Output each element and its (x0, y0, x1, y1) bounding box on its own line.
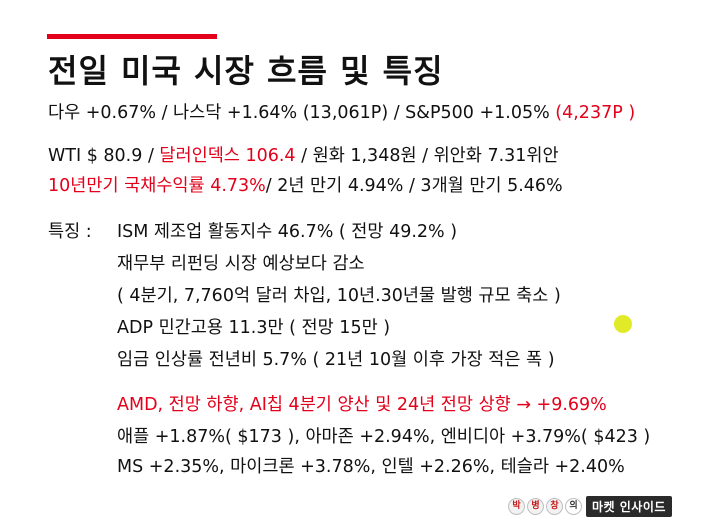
logo-author-char: 창 (546, 498, 563, 515)
yields-line: 10년만기 국채수익률 4.73%/ 2년 만기 4.94% / 3개월 만기 … (48, 172, 563, 197)
feature-item: ADP 민간고용 11.3만 ( 전망 15만 ) (117, 318, 391, 338)
logo-program-title: 마켓 인사이드 (586, 496, 672, 517)
feature-item: ( 4분기, 7,760억 달러 차입, 10년.30년물 발행 규모 축소 ) (117, 286, 561, 306)
logo-author-char: 의 (565, 498, 582, 515)
indices-line: 다우 +0.67% / 나스닥 +1.64% (13,061P) / S&P50… (48, 99, 635, 124)
laser-pointer-dot (614, 315, 632, 333)
features-label: 특징 : (48, 222, 92, 242)
title-accent-bar (47, 34, 217, 39)
other-yields: / 2년 만기 4.94% / 3개월 만기 5.46% (265, 176, 563, 196)
logo-author: 박 병 창 의 (508, 498, 582, 515)
fx-line: WTI $ 80.9 / 달러인덱스 106.4 / 원화 1,348원 / 위… (48, 142, 559, 167)
stock-moves-line: MS +2.35%, 마이크론 +3.78%, 인텔 +2.26%, 테슬라 +… (117, 457, 625, 477)
treasury-10y-yield: 10년만기 국채수익률 4.73% (48, 176, 266, 196)
logo-author-char: 박 (508, 498, 525, 515)
sp500-level: (4,237P ) (555, 103, 636, 123)
dollar-index: 달러인덱스 106.4 (159, 146, 296, 166)
fx-rates: / 원화 1,348원 / 위안화 7.31위안 (295, 146, 559, 166)
feature-item: 재무부 리펀딩 시장 예상보다 감소 (117, 254, 365, 274)
feature-item: 임금 인상률 전년비 5.7% ( 21년 10월 이후 가장 적은 폭 ) (117, 350, 555, 370)
slide-title: 전일 미국 시장 흐름 및 특징 (48, 52, 444, 90)
stock-moves-line: 애플 +1.87%( $173 ), 아마존 +2.94%, 엔비디아 +3.7… (117, 427, 651, 447)
amd-highlight: AMD, 전망 하향, AI칩 4분기 양산 및 24년 전망 상향 → +9.… (117, 395, 607, 415)
wti-price: WTI $ 80.9 / (48, 146, 160, 166)
logo-author-char: 병 (527, 498, 544, 515)
feature-item: ISM 제조업 활동지수 46.7% ( 전망 49.2% ) (117, 222, 458, 242)
indices-text: 다우 +0.67% / 나스닥 +1.64% (13,061P) / S&P50… (48, 103, 556, 123)
channel-logo: 박 병 창 의 마켓 인사이드 (508, 496, 672, 517)
